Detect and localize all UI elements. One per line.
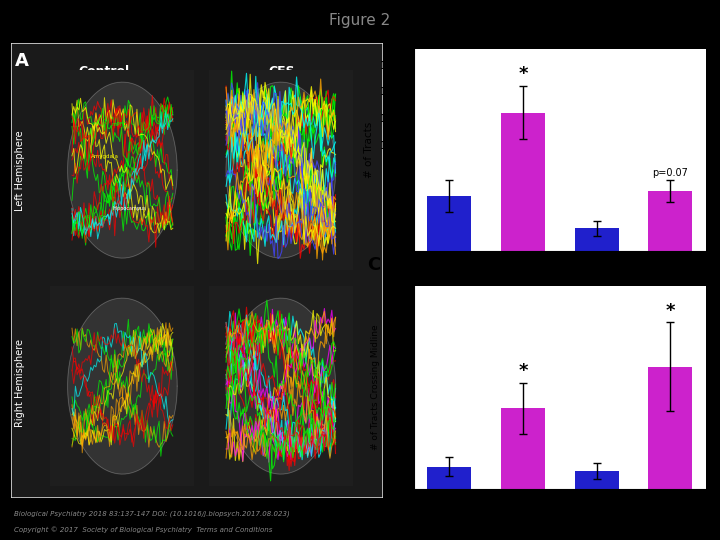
Text: mPFC: mPFC [112, 122, 127, 127]
Text: Right Hemisphere: Right Hemisphere [15, 340, 25, 427]
Bar [501, 408, 545, 489]
Text: C: C [367, 256, 381, 274]
Text: CES: CES [268, 65, 294, 78]
Polygon shape [226, 82, 336, 258]
Text: *: * [518, 65, 528, 83]
Bar [427, 467, 472, 489]
Bar [648, 191, 693, 251]
Y-axis label: # of Tracts: # of Tracts [364, 122, 374, 178]
Text: Copyright © 2017  Society of Biological Psychiatry  Terms and Conditions: Copyright © 2017 Society of Biological P… [14, 526, 273, 533]
Y-axis label: # of Tracts Crossing Midline: # of Tracts Crossing Midline [372, 325, 380, 450]
Text: Figure 2: Figure 2 [329, 14, 391, 29]
Title: Tracts Crossing Midline
Amygdala ↔ mPFC: Tracts Crossing Midline Amygdala ↔ mPFC [487, 262, 632, 284]
Polygon shape [68, 82, 177, 258]
Text: Left Hemisphere: Left Hemisphere [15, 130, 25, 211]
Text: Hippocampus: Hippocampus [113, 206, 146, 211]
Text: *: * [665, 302, 675, 320]
Bar [648, 367, 693, 489]
Text: *: * [518, 362, 528, 381]
Text: Biological Psychiatry 2018 83:137-147 DOI: (10.1016/j.biopsych.2017.08.023): Biological Psychiatry 2018 83:137-147 DO… [14, 510, 290, 517]
Polygon shape [68, 298, 177, 474]
Text: Control: Control [78, 65, 129, 78]
Polygon shape [226, 298, 336, 474]
Text: p=0.07: p=0.07 [652, 168, 688, 178]
Bar [575, 471, 618, 489]
Bar [427, 195, 472, 251]
Bar [575, 228, 618, 251]
Text: Amygdala: Amygdala [91, 154, 119, 159]
Title: Total # of Tracts,
Amygdala ↔ mPFC: Total # of Tracts, Amygdala ↔ mPFC [503, 25, 617, 46]
Text: A: A [14, 52, 28, 70]
Text: B: B [367, 18, 381, 36]
Bar [501, 112, 545, 251]
